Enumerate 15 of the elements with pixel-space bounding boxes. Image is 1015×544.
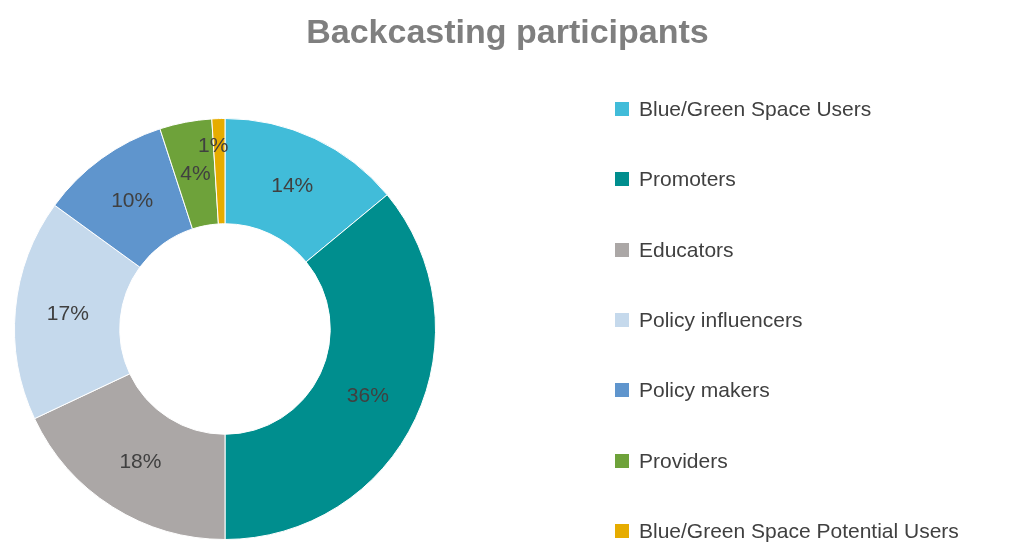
legend-label: Blue/Green Space Users (639, 97, 872, 121)
legend-label: Promoters (639, 167, 736, 192)
data-label: 14% (271, 172, 314, 196)
legend-label: Policy makers (639, 378, 770, 403)
legend-label: Policy influencers (639, 307, 803, 332)
legend-label: Providers (639, 448, 728, 473)
data-label: 17% (46, 300, 89, 324)
data-label: 10% (111, 188, 154, 212)
data-label: 18% (119, 449, 162, 473)
legend-label: Blue/Green Space Potential Users (639, 518, 959, 543)
data-label: 36% (346, 383, 389, 407)
legend-label: Educators (639, 237, 734, 262)
data-label: 1% (198, 132, 229, 156)
data-label: 4% (180, 160, 211, 184)
chart-title: Backcasting participants (305, 12, 710, 51)
